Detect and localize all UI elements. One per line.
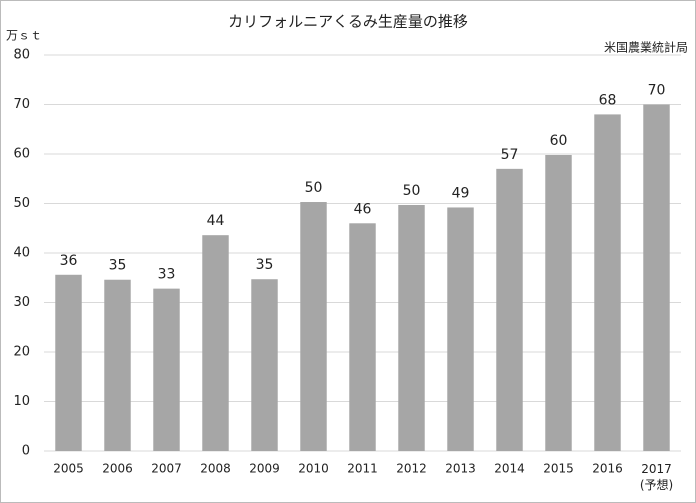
x-tick-label: 2006 [102, 462, 133, 476]
bar [202, 235, 229, 451]
bar [594, 114, 621, 452]
x-tick-label: 2011 [347, 462, 378, 476]
bar [545, 154, 572, 452]
value-label: 35 [256, 257, 274, 273]
value-label: 44 [207, 213, 225, 229]
x-tick-label: 2016 [592, 462, 623, 476]
bar [153, 288, 180, 451]
y-tick-label: 80 [13, 48, 30, 63]
y-tick-label: 70 [13, 97, 30, 112]
bar [643, 104, 670, 451]
y-tick-label: 60 [13, 147, 30, 162]
bar [398, 204, 425, 451]
y-axis-label: 万ｓｔ [6, 29, 42, 43]
y-tick-label: 20 [13, 345, 30, 360]
value-label: 70 [648, 83, 666, 99]
bar [496, 168, 523, 451]
value-label: 35 [109, 258, 127, 274]
value-label: 33 [158, 267, 176, 283]
value-label: 57 [501, 147, 519, 163]
x-tick-label: 2007 [151, 462, 182, 476]
bar [55, 274, 82, 451]
x-tick-label: 2017 (予想) [640, 462, 673, 492]
y-tick-label: 30 [13, 295, 30, 310]
bar [447, 207, 474, 451]
y-tick-label: 0 [22, 444, 30, 459]
bar [349, 223, 376, 451]
y-tick-label: 40 [13, 246, 30, 261]
value-label: 68 [599, 92, 617, 108]
x-tick-label: 2010 [298, 462, 329, 476]
x-tick-label: 2005 [53, 462, 84, 476]
bar [104, 279, 131, 451]
x-tick-label: 2008 [200, 462, 231, 476]
x-tick-label: 2015 [543, 462, 574, 476]
source-note: 米国農業統計局 [604, 40, 688, 55]
value-label: 50 [403, 183, 421, 199]
bar [300, 202, 327, 451]
x-tick-label: 2014 [494, 462, 525, 476]
y-tick-label: 10 [13, 394, 30, 409]
x-tick-label: 2012 [396, 462, 427, 476]
y-tick-label: 50 [13, 196, 30, 211]
value-label: 46 [354, 201, 372, 217]
x-tick-label: 2013 [445, 462, 476, 476]
bar [251, 279, 278, 451]
chart-title: カリフォルニアくるみ生産量の推移 [228, 13, 468, 31]
value-label: 50 [305, 180, 323, 196]
x-tick-label: 2009 [249, 462, 280, 476]
value-label: 60 [550, 133, 568, 149]
value-label: 36 [60, 253, 78, 269]
value-label: 49 [452, 185, 470, 201]
